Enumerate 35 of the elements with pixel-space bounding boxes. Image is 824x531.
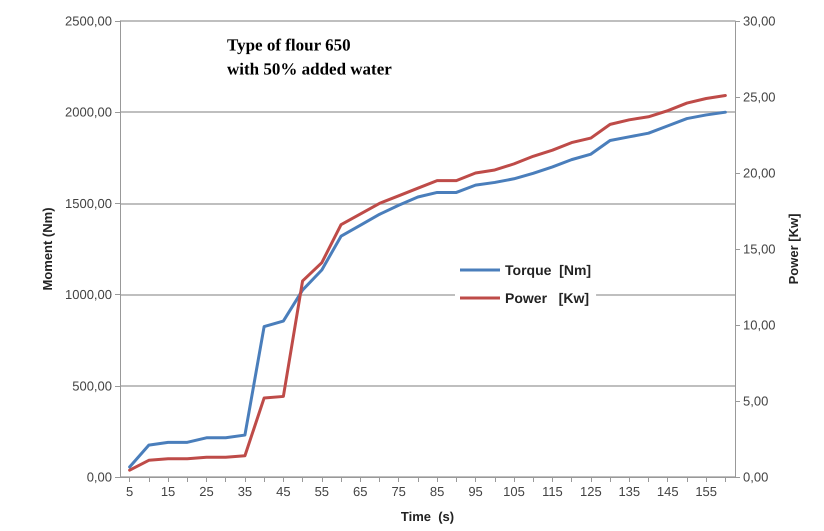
- y-axis-title: Moment (Nm): [40, 207, 56, 291]
- x-tick-label: 75: [391, 484, 406, 499]
- x-tick-label: 145: [656, 484, 679, 499]
- x-tick-label: 95: [468, 484, 483, 499]
- x-tick-label: 35: [238, 484, 252, 499]
- y2-tick-label: 30,00: [743, 14, 776, 28]
- x-tick-label: 135: [618, 484, 640, 499]
- y2-tick-label: 25,00: [743, 90, 776, 104]
- legend-label: Power [Kw]: [505, 290, 590, 306]
- y-tick-label: 2000,00: [65, 104, 112, 120]
- x-tick-label: 155: [695, 484, 718, 499]
- y2-tick-label: 20,00: [743, 166, 776, 180]
- x-tick-label: 125: [580, 484, 602, 499]
- x-tick-label: 65: [353, 484, 368, 499]
- y2-tick-label: 10,00: [743, 318, 776, 332]
- x-tick-label: 105: [503, 484, 525, 499]
- y2-axis-title: Power [Kw]: [786, 214, 801, 284]
- x-tick-label: 85: [430, 484, 444, 499]
- x-tick-label: 115: [542, 484, 563, 499]
- y2-tick-label: 5,00: [743, 394, 768, 408]
- y-tick-label: 0,00: [86, 470, 112, 484]
- text: Type of flour 650 with 50% added water: [227, 36, 392, 78]
- y-tick-label: 1000,00: [65, 287, 112, 302]
- y2-tick-label: 15,00: [743, 242, 776, 256]
- legend-label: Torque [Nm]: [505, 262, 592, 278]
- x-tick-label: 45: [276, 484, 291, 499]
- x-tick-label: 15: [160, 484, 176, 499]
- x-tick-label: 5: [126, 484, 134, 499]
- y-tick-label: 1500,00: [65, 196, 112, 211]
- x-tick-label: 55: [314, 484, 330, 499]
- x-tick-label: 25: [199, 484, 214, 499]
- y2-tick-label: 0,00: [743, 470, 768, 484]
- y-tick-label: 2500,00: [65, 14, 112, 28]
- y-tick-label: 500,00: [72, 378, 112, 394]
- x-axis-title: Time (s): [400, 509, 454, 524]
